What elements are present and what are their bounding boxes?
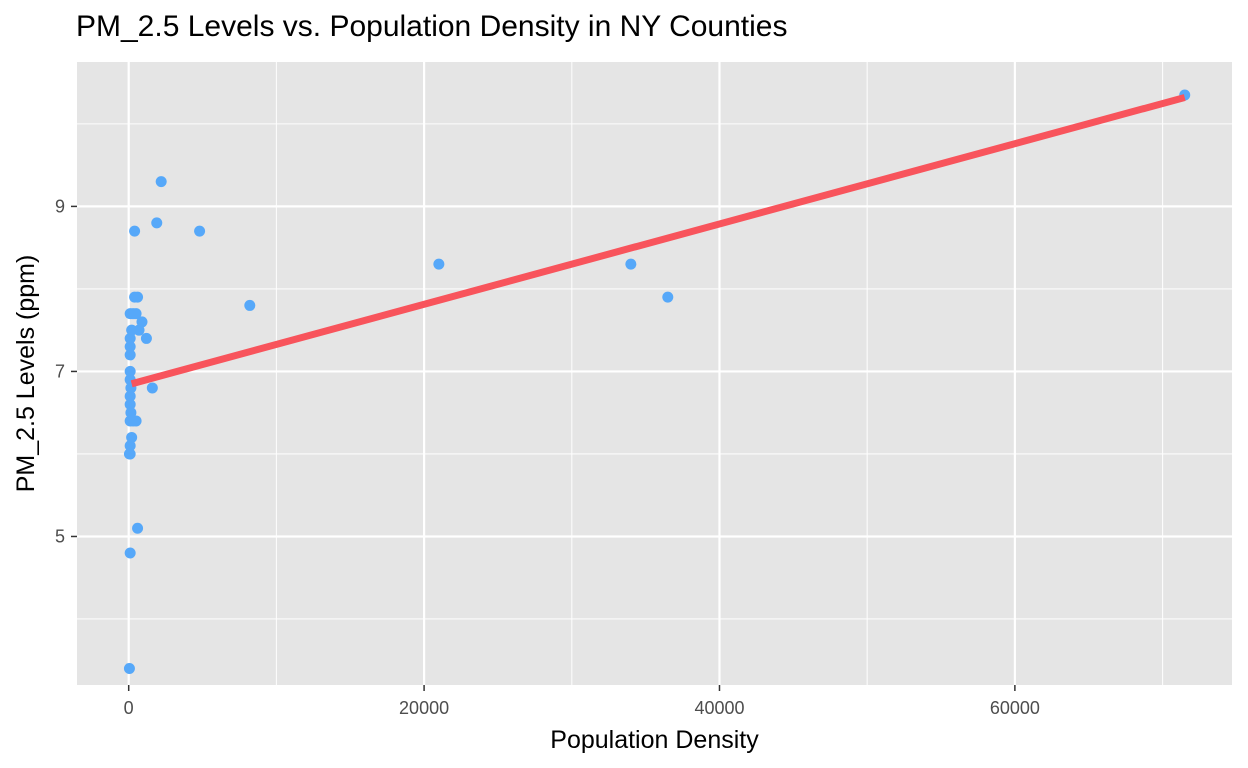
- data-point: [124, 390, 136, 402]
- data-point: [124, 398, 136, 410]
- data-point: [124, 440, 136, 452]
- data-point: [125, 407, 137, 419]
- data-point: [129, 225, 141, 237]
- data-point: [126, 431, 138, 443]
- data-point: [140, 332, 152, 344]
- data-point: [625, 258, 637, 270]
- x-tick-label: 40000: [694, 698, 744, 718]
- y-tick-label: 9: [55, 196, 65, 216]
- data-point: [124, 341, 136, 353]
- minor-gridlines: [77, 62, 1232, 685]
- data-point: [662, 291, 674, 303]
- x-tick-label: 20000: [399, 698, 449, 718]
- axes: 0 20000 40000 60000 5 7 9: [55, 196, 1040, 718]
- chart-title: PM_2.5 Levels vs. Population Density in …: [76, 10, 788, 43]
- x-axis-title: Population Density: [550, 726, 759, 754]
- data-point: [124, 448, 136, 460]
- data-point: [124, 349, 136, 361]
- data-point: [124, 332, 136, 344]
- trend-line: [130, 94, 1186, 388]
- data-point: [126, 324, 138, 336]
- data-point: [124, 547, 136, 559]
- data-point: [433, 258, 445, 270]
- major-gridlines: [77, 62, 1232, 685]
- data-point: [194, 225, 206, 237]
- y-tick-label: 5: [55, 526, 65, 546]
- data-point: [123, 662, 135, 674]
- data-points: [123, 89, 1191, 674]
- y-tick-label: 7: [55, 361, 65, 381]
- data-point: [130, 308, 142, 320]
- data-point: [130, 415, 142, 427]
- data-point: [151, 217, 163, 229]
- x-tick-label: 0: [124, 698, 134, 718]
- trend-line-group: [130, 94, 1186, 388]
- data-point: [132, 522, 144, 534]
- x-tick-label: 60000: [990, 698, 1040, 718]
- data-point: [132, 291, 144, 303]
- data-point: [136, 316, 148, 328]
- data-point: [155, 176, 167, 188]
- plot-panel: [77, 62, 1232, 685]
- data-point: [124, 365, 136, 377]
- data-point: [244, 299, 256, 311]
- data-point: [146, 382, 158, 394]
- y-axis-title: PM_2.5 Levels (ppm): [12, 255, 40, 493]
